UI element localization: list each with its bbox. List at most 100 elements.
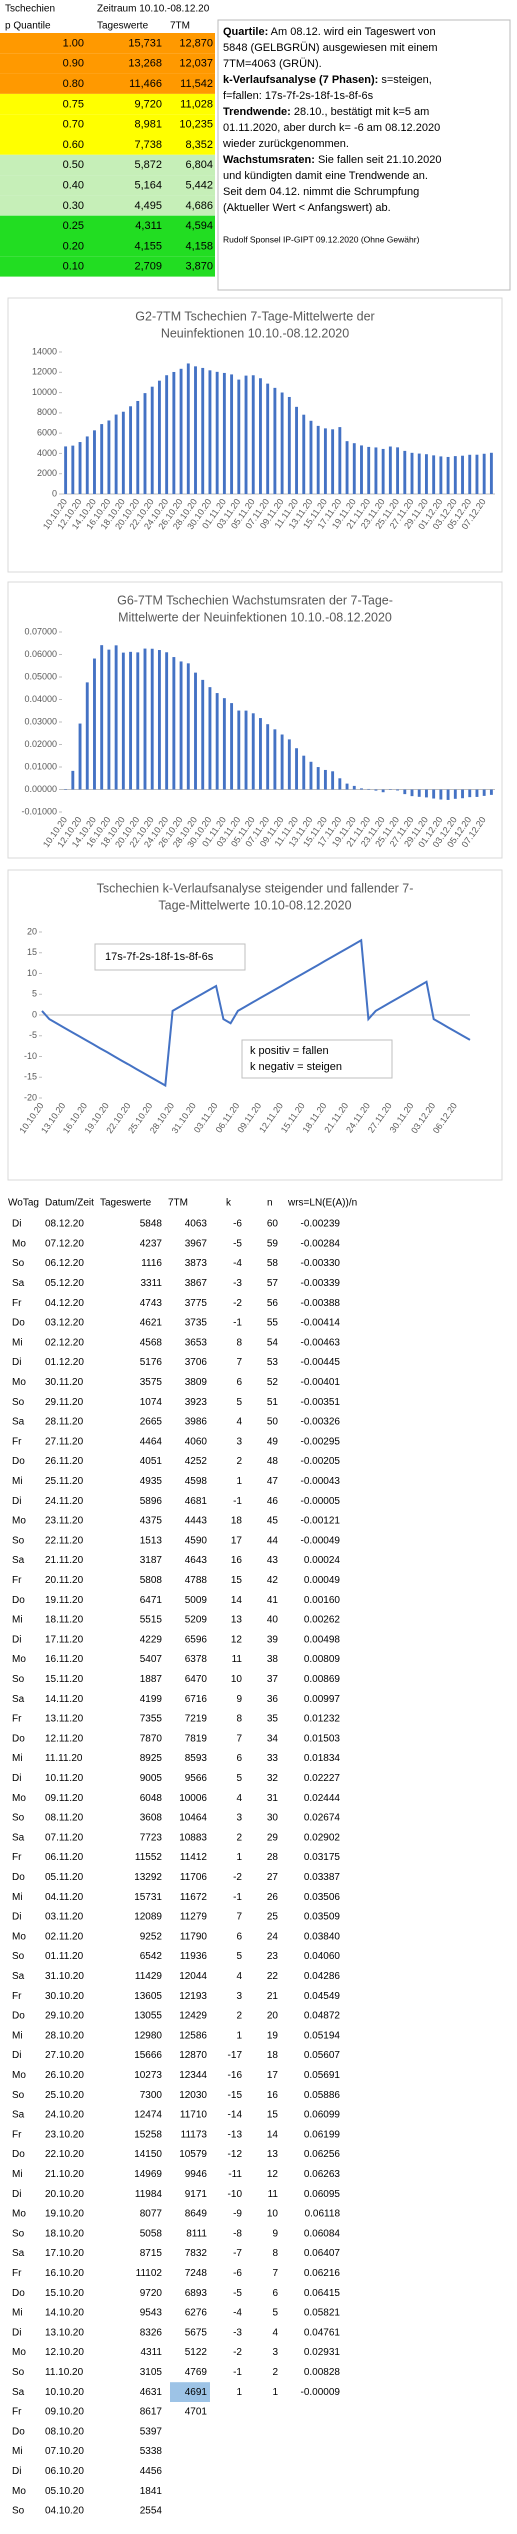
quantile-cell: 12,037 [179,58,213,70]
quantile-cell: 0.90 [63,58,84,70]
bar [403,789,407,795]
table-cell: 5 [272,2308,278,2319]
bar [222,698,226,790]
table-cell: 9252 [140,1931,163,1942]
table-cell: -0.00284 [301,1238,341,1249]
table-cell: -0.00445 [301,1357,341,1368]
table-cell: 2 [236,2011,242,2022]
table-cell: 36 [267,1694,279,1705]
table-cell: -10 [228,2189,243,2200]
table-cell: 1 [236,2030,242,2041]
table-cell: -1 [233,1318,242,1329]
chart-title: G2-7TM Tschechien 7-Tage-Mittelwerte der [135,309,374,323]
table-cell: Fr [12,1991,22,2002]
quantile-cell: 8,352 [185,139,213,151]
quantile-cell: 7,738 [134,139,162,151]
table-cell: Fr [12,1852,22,1863]
bar [136,652,140,790]
table-cell: 4443 [185,1516,208,1527]
table-cell: So [12,1397,25,1408]
bar [338,427,342,494]
table-cell: Fr [12,2407,22,2418]
table-cell: 5209 [185,1615,208,1626]
quantile-cell: 0.75 [63,98,84,110]
y-tick-label: 2000 [37,468,57,478]
bar [107,420,111,494]
table-cell: 7219 [185,1714,208,1725]
table-cell: 13.10.20 [45,2327,84,2338]
table-cell: Do [12,1318,25,1329]
table-cell: 8 [236,1337,242,1348]
table-cell: 11 [232,1654,243,1665]
table-cell: 5407 [140,1654,163,1665]
table-cell: 18.11.20 [45,1615,84,1626]
bar [244,710,248,790]
quantile-cell: 11,466 [129,78,162,90]
bar [85,682,89,790]
table-cell: 9566 [185,1773,208,1784]
table-cell: 4237 [140,1238,163,1249]
table-cell: 4681 [185,1496,208,1507]
table-cell: 0.04761 [304,2327,341,2338]
table-cell: Mi [12,1753,23,1764]
table-cell: Sa [12,1555,25,1566]
table-cell: 0.05821 [304,2308,341,2319]
table-cell: 12344 [179,2070,207,2081]
table-cell: 03.11.20 [45,1912,84,1923]
table-cell: 7300 [140,2090,163,2101]
table-cell: 17.10.20 [45,2248,84,2259]
bar [266,383,270,494]
quantile-cell: 4,686 [185,200,213,212]
table-cell: Sa [12,2110,25,2121]
table-cell: 4621 [140,1318,163,1329]
quantile-cell: 11,028 [180,98,213,110]
bar [424,454,428,494]
bar [208,687,212,790]
bar [71,445,75,494]
table-cell: 1 [236,1476,242,1487]
table-cell: So [12,1535,25,1546]
quantile-cell: 4,155 [134,240,162,252]
quantile-cell: 0.80 [63,78,84,90]
table-cell: 03.12.20 [45,1318,84,1329]
quantile-cell: 1.00 [63,37,84,49]
table-cell: Mo [12,2347,26,2358]
table-cell: 0.00262 [304,1615,341,1626]
table-cell: Mi [12,2169,23,2180]
quantile-cell: 0.30 [63,200,84,212]
table-cell: 0.03387 [304,1872,341,1883]
table-cell: 08.11.20 [45,1813,84,1824]
table-cell: Sa [12,1832,25,1843]
table-cell: 5338 [140,2446,163,2457]
table-cell: 6378 [185,1654,208,1665]
y-tick-label: 0.00000 [24,784,57,794]
bar [157,380,161,494]
table-cell: 2 [272,2367,278,2378]
bar [403,450,407,494]
bar [78,723,82,790]
chart-title: Tage-Mittelwerte 10.10-08.12.2020 [158,898,351,912]
table-cell: 4 [236,1417,242,1428]
table-cell: 26.11.20 [45,1456,84,1467]
y-tick-label: 14000 [32,346,57,356]
table-cell: 0.03506 [304,1892,341,1903]
table-cell: 42 [267,1575,279,1586]
bar [157,650,161,790]
y-tick-label: 0 [52,488,57,498]
table-cell: Fr [12,1714,22,1725]
quantile-cell: 0.20 [63,240,84,252]
bar [273,729,277,790]
table-cell: Do [12,2149,25,2160]
table-cell: 4051 [140,1456,163,1467]
table-cell: 40 [267,1615,279,1626]
table-cell: 9 [272,2228,278,2239]
bar [172,371,176,494]
table-cell: -5 [233,1238,242,1249]
note-line: wieder zurückgenommen. [222,138,349,150]
table-cell: Mo [12,1238,26,1249]
bar [114,645,118,790]
table-cell: 06.10.20 [45,2466,84,2477]
table-cell: 4 [236,1971,242,1982]
table-cell: 4788 [185,1575,208,1586]
table-cell: 3653 [185,1337,208,1348]
